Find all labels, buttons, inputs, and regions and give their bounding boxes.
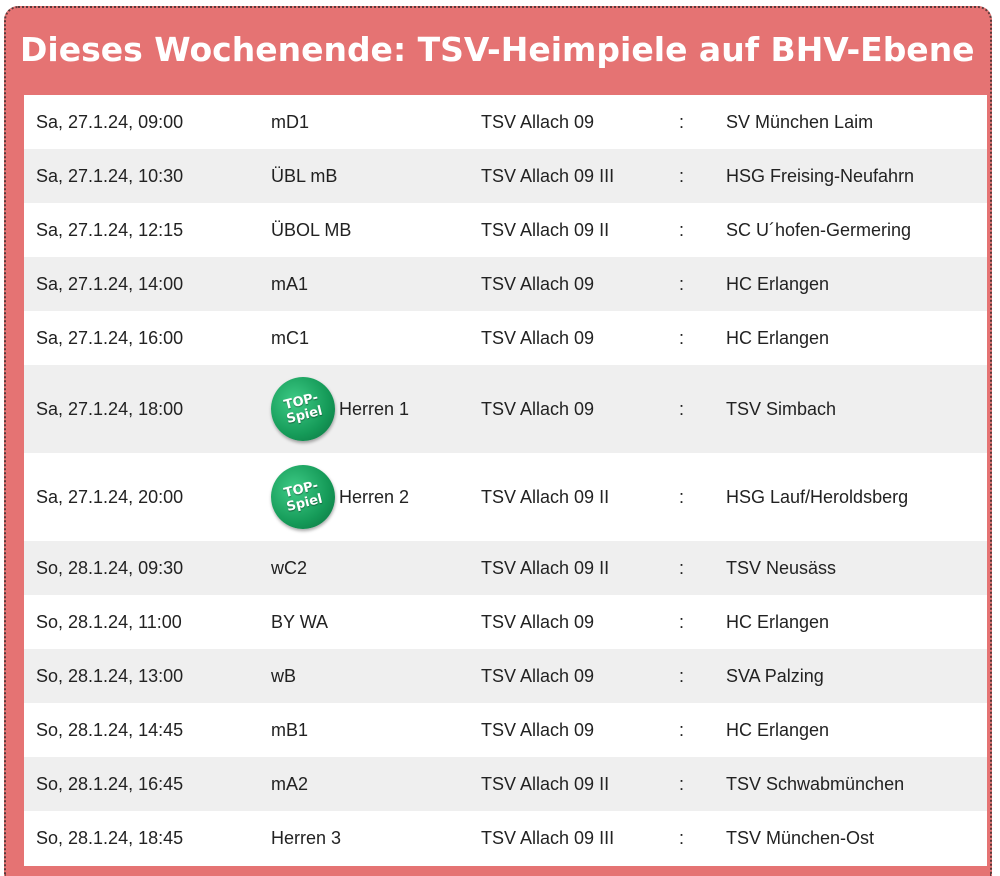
game-home-team: TSV Allach 09 [469, 95, 669, 149]
top-game-badge-icon: TOP- Spiel [264, 370, 342, 448]
game-home-team: TSV Allach 09 II [469, 203, 669, 257]
score-separator: : [669, 453, 714, 541]
game-team: Herren 1 [339, 398, 410, 419]
game-home-team: TSV Allach 09 II [469, 453, 669, 541]
game-away-team: HSG Freising-Neufahrn [714, 149, 987, 203]
game-away-team: TSV Simbach [714, 365, 987, 453]
game-team: mD1 [259, 95, 469, 149]
game-datetime: So, 28.1.24, 11:00 [24, 595, 259, 649]
score-separator: : [669, 757, 714, 811]
table-row: Sa, 27.1.24, 18:00 TOP- Spiel Herren 1 T… [24, 365, 987, 453]
score-separator: : [669, 541, 714, 595]
game-datetime: So, 28.1.24, 14:45 [24, 703, 259, 757]
game-team: wC2 [259, 541, 469, 595]
game-home-team: TSV Allach 09 [469, 311, 669, 365]
table-row: Sa, 27.1.24, 14:00 mA1 TSV Allach 09 : H… [24, 257, 987, 311]
score-separator: : [669, 811, 714, 865]
page-title: Dieses Wochenende: TSV-Heimpiele auf BHV… [20, 30, 975, 69]
game-away-team: HC Erlangen [714, 311, 987, 365]
table-row: So, 28.1.24, 09:30 wC2 TSV Allach 09 II … [24, 541, 987, 595]
score-separator: : [669, 649, 714, 703]
table-row: Sa, 27.1.24, 20:00 TOP- Spiel Herren 2 T… [24, 453, 987, 541]
game-away-team: HC Erlangen [714, 257, 987, 311]
game-datetime: Sa, 27.1.24, 14:00 [24, 257, 259, 311]
game-datetime: So, 28.1.24, 18:45 [24, 811, 259, 865]
score-separator: : [669, 95, 714, 149]
game-away-team: SVA Palzing [714, 649, 987, 703]
game-team: BY WA [259, 595, 469, 649]
game-away-team: HC Erlangen [714, 595, 987, 649]
game-home-team: TSV Allach 09 III [469, 149, 669, 203]
game-away-team: SC U´hofen-Germering [714, 203, 987, 257]
schedule-table: Sa, 27.1.24, 09:00 mD1 TSV Allach 09 : S… [24, 95, 987, 865]
game-home-team: TSV Allach 09 II [469, 541, 669, 595]
game-home-team: TSV Allach 09 [469, 703, 669, 757]
game-team: mA2 [259, 757, 469, 811]
top-game-badge-icon: TOP- Spiel [264, 458, 342, 536]
schedule-rows: Sa, 27.1.24, 09:00 mD1 TSV Allach 09 : S… [24, 95, 987, 865]
score-separator: : [669, 311, 714, 365]
game-home-team: TSV Allach 09 [469, 595, 669, 649]
score-separator: : [669, 365, 714, 453]
table-row: Sa, 27.1.24, 09:00 mD1 TSV Allach 09 : S… [24, 95, 987, 149]
game-datetime: Sa, 27.1.24, 10:30 [24, 149, 259, 203]
score-separator: : [669, 703, 714, 757]
table-row: So, 28.1.24, 13:00 wB TSV Allach 09 : SV… [24, 649, 987, 703]
game-datetime: So, 28.1.24, 13:00 [24, 649, 259, 703]
game-away-team: TSV München-Ost [714, 811, 987, 865]
game-home-team: TSV Allach 09 II [469, 757, 669, 811]
game-team-cell: TOP- Spiel Herren 1 [259, 365, 469, 453]
table-row: Sa, 27.1.24, 12:15 ÜBOL MB TSV Allach 09… [24, 203, 987, 257]
table-row: So, 28.1.24, 14:45 mB1 TSV Allach 09 : H… [24, 703, 987, 757]
game-team: wB [259, 649, 469, 703]
game-home-team: TSV Allach 09 [469, 257, 669, 311]
game-datetime: Sa, 27.1.24, 12:15 [24, 203, 259, 257]
game-datetime: Sa, 27.1.24, 20:00 [24, 453, 259, 541]
game-away-team: HC Erlangen [714, 703, 987, 757]
game-team: mB1 [259, 703, 469, 757]
game-datetime: So, 28.1.24, 16:45 [24, 757, 259, 811]
game-away-team: TSV Neusäss [714, 541, 987, 595]
game-home-team: TSV Allach 09 III [469, 811, 669, 865]
game-away-team: HSG Lauf/Heroldsberg [714, 453, 987, 541]
game-team: Herren 3 [259, 811, 469, 865]
score-separator: : [669, 149, 714, 203]
home-games-panel: Dieses Wochenende: TSV-Heimpiele auf BHV… [4, 6, 992, 876]
table-row: So, 28.1.24, 18:45 Herren 3 TSV Allach 0… [24, 811, 987, 865]
schedule-table-container: Sa, 27.1.24, 09:00 mD1 TSV Allach 09 : S… [24, 95, 987, 866]
game-team: mC1 [259, 311, 469, 365]
game-team: mA1 [259, 257, 469, 311]
table-row: Sa, 27.1.24, 10:30 ÜBL mB TSV Allach 09 … [24, 149, 987, 203]
game-datetime: Sa, 27.1.24, 09:00 [24, 95, 259, 149]
game-away-team: TSV Schwabmünchen [714, 757, 987, 811]
table-row: So, 28.1.24, 11:00 BY WA TSV Allach 09 :… [24, 595, 987, 649]
score-separator: : [669, 257, 714, 311]
game-away-team: SV München Laim [714, 95, 987, 149]
game-home-team: TSV Allach 09 [469, 365, 669, 453]
table-row: Sa, 27.1.24, 16:00 mC1 TSV Allach 09 : H… [24, 311, 987, 365]
table-row: So, 28.1.24, 16:45 mA2 TSV Allach 09 II … [24, 757, 987, 811]
game-team-cell: TOP- Spiel Herren 2 [259, 453, 469, 541]
game-team: ÜBL mB [259, 149, 469, 203]
score-separator: : [669, 203, 714, 257]
game-datetime: Sa, 27.1.24, 18:00 [24, 365, 259, 453]
game-datetime: So, 28.1.24, 09:30 [24, 541, 259, 595]
game-team: Herren 2 [339, 486, 410, 507]
game-home-team: TSV Allach 09 [469, 649, 669, 703]
game-team: ÜBOL MB [259, 203, 469, 257]
score-separator: : [669, 595, 714, 649]
game-datetime: Sa, 27.1.24, 16:00 [24, 311, 259, 365]
